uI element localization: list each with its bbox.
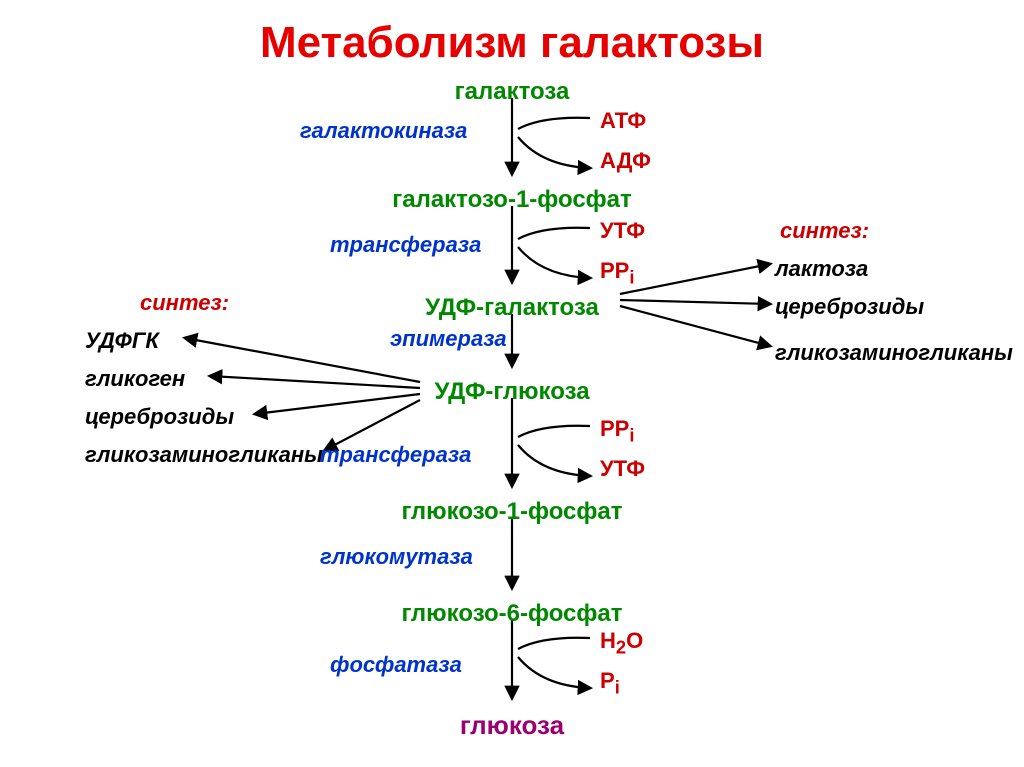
cofactor-c2b: PPi [600, 258, 634, 288]
metabolite-m5: глюкозо-1-фосфат [402, 498, 623, 526]
metabolite-m7: глюкоза [460, 710, 564, 741]
cofactor-c2a: УТФ [600, 218, 645, 244]
cofactor-c1a: АТФ [600, 108, 646, 134]
synthesis-right-header: синтез: [780, 218, 869, 244]
cofactor-c6b: Pi [600, 668, 620, 698]
cofactor-c6a: H2O [600, 628, 643, 658]
enzyme-e5: глюкомутаза [320, 544, 473, 570]
synthesis-left-item-1: гликоген [85, 366, 185, 392]
synthesis-right-item-0: лактоза [775, 256, 868, 282]
enzyme-e1: галактокиназа [300, 118, 467, 144]
synthesis-left-item-0: УДФГК [85, 328, 159, 354]
cofactor-c1b: АДФ [600, 148, 651, 174]
synthesis-left-item-3: гликозаминогликаны [85, 442, 323, 468]
cofactor-c4b: УТФ [600, 456, 645, 482]
synthesis-right-item-2: гликозаминогликаны [775, 340, 1013, 366]
metabolite-m1: галактоза [455, 78, 570, 106]
enzyme-e6: фосфатаза [330, 652, 462, 678]
cofactor-c4a: PPi [600, 416, 634, 446]
metabolite-m4: УДФ-глюкоза [434, 378, 589, 406]
metabolite-m3: УДФ-галактоза [425, 294, 599, 322]
synthesis-right-item-1: цереброзиды [775, 294, 924, 320]
enzyme-e4: трансфераза [320, 442, 471, 468]
diagram-title: Метаболизм галактозы [0, 18, 1024, 68]
metabolite-m6: глюкозо-6-фосфат [402, 600, 623, 628]
enzyme-e3: эпимераза [390, 326, 507, 352]
synthesis-left-item-2: цереброзиды [85, 404, 234, 430]
enzyme-e2: трансфераза [330, 232, 481, 258]
metabolite-m2: галактозо-1-фосфат [392, 186, 632, 214]
synthesis-left-header: синтез: [140, 290, 229, 316]
